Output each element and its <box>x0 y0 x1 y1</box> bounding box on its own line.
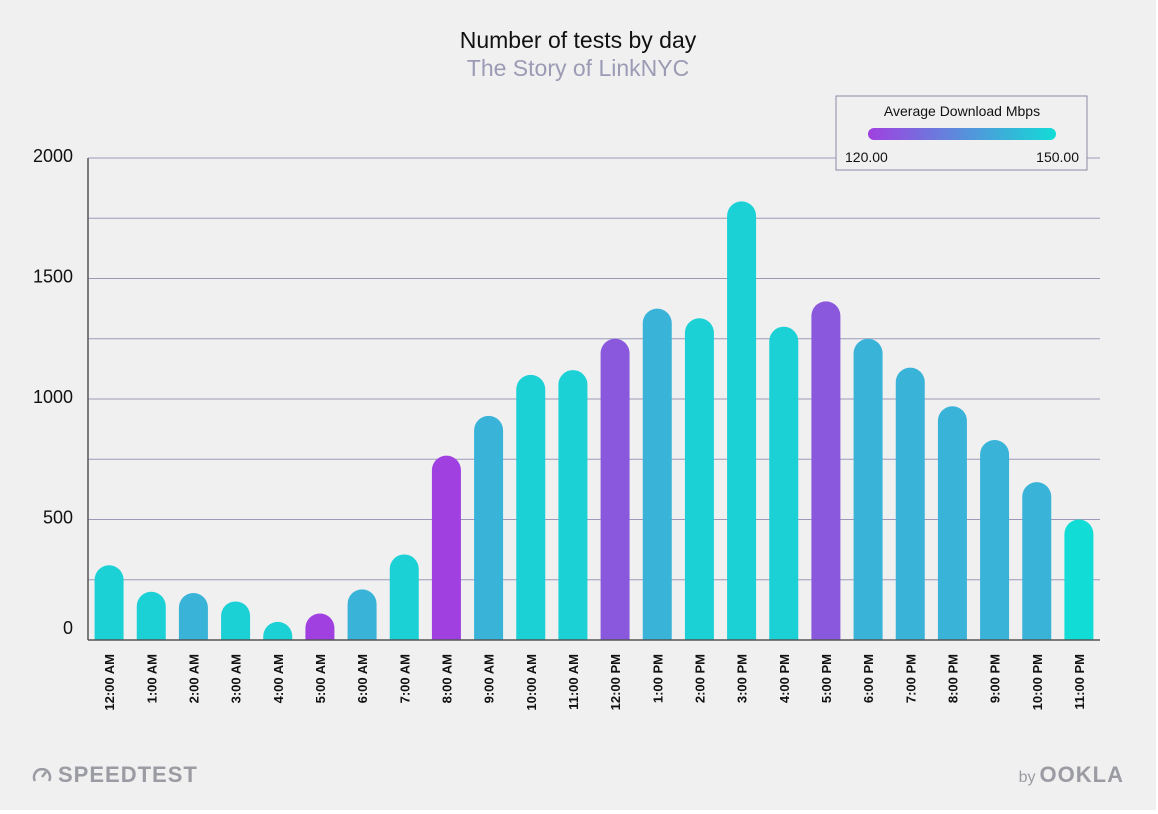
chart-title: Number of tests by day <box>460 27 697 53</box>
x-tick-label: 1:00 AM <box>144 654 159 703</box>
y-tick-label: 1500 <box>33 267 73 287</box>
gridlines <box>88 157 1100 581</box>
chart-subtitle: The Story of LinkNYC <box>467 55 689 81</box>
bar-7-00-am <box>389 554 419 640</box>
speedtest-logo-text: SPEEDTEST <box>58 762 198 787</box>
x-tick-label: 2:00 PM <box>692 654 707 703</box>
legend-gradient-bar <box>868 128 1056 140</box>
x-tick-label: 5:00 PM <box>819 654 834 703</box>
bar-8-00-am <box>431 455 461 640</box>
bar-10-00-am <box>516 374 546 640</box>
bar-7-00-pm <box>895 367 925 640</box>
bars <box>94 201 1094 640</box>
bar-10-00-pm <box>1022 482 1052 640</box>
bar-9-00-am <box>474 415 504 640</box>
x-tick-label: 1:00 PM <box>650 654 665 703</box>
x-tick-label: 6:00 PM <box>861 654 876 703</box>
bar-2-00-pm <box>684 318 714 640</box>
speedtest-logo: SPEEDTEST <box>32 762 198 788</box>
x-tick-label: 5:00 AM <box>313 654 328 703</box>
bar-8-00-pm <box>937 406 967 640</box>
x-tick-label: 12:00 AM <box>102 654 117 711</box>
bar-1-00-am <box>136 591 166 640</box>
ookla-logo-text: OOKLA <box>1039 762 1124 787</box>
bar-9-00-pm <box>980 439 1010 640</box>
bar-5-00-am <box>305 613 335 640</box>
x-tick-label: 3:00 AM <box>229 654 244 703</box>
bar-12-00-am <box>94 565 124 640</box>
x-tick-label: 9:00 PM <box>988 654 1003 703</box>
y-axis-ticks: 0 500 1000 1500 2000 <box>33 146 73 638</box>
bar-12-00-pm <box>600 338 630 640</box>
ookla-by-text: by <box>1018 769 1036 786</box>
x-tick-label: 7:00 PM <box>903 654 918 703</box>
x-tick-label: 8:00 PM <box>945 654 960 703</box>
x-tick-label: 8:00 AM <box>439 654 454 703</box>
bar-4-00-am <box>263 621 293 640</box>
bar-1-00-pm <box>642 308 672 640</box>
y-tick-label: 500 <box>43 508 73 528</box>
bar-3-00-pm <box>727 201 757 640</box>
bar-6-00-pm <box>853 338 883 640</box>
x-tick-label: 9:00 AM <box>482 654 497 703</box>
bar-4-00-pm <box>769 326 799 640</box>
speedometer-icon <box>32 767 52 782</box>
bar-2-00-am <box>178 593 208 640</box>
x-tick-label: 6:00 AM <box>355 654 370 703</box>
ookla-logo: by OOKLA <box>1019 762 1124 788</box>
bar-11-00-pm <box>1064 519 1094 640</box>
bar-6-00-am <box>347 589 377 640</box>
x-tick-label: 4:00 AM <box>271 654 286 703</box>
x-tick-label: 7:00 AM <box>397 654 412 703</box>
y-tick-label: 2000 <box>33 146 73 166</box>
y-tick-label: 1000 <box>33 387 73 407</box>
bar-3-00-am <box>221 601 251 640</box>
x-tick-label: 11:00 PM <box>1072 654 1087 710</box>
x-tick-label: 10:00 PM <box>1030 654 1045 710</box>
legend-max-label: 150.00 <box>1036 149 1079 165</box>
x-tick-label: 2:00 AM <box>186 654 201 703</box>
x-axis-ticks: 12:00 AM 1:00 AM 2:00 AM 3:00 AM 4:00 AM 5:00… <box>102 654 1087 711</box>
x-tick-label: 12:00 PM <box>608 654 623 710</box>
x-tick-label: 4:00 PM <box>777 654 792 703</box>
x-tick-label: 10:00 AM <box>524 654 539 711</box>
legend-min-label: 120.00 <box>845 149 888 165</box>
x-tick-label: 3:00 PM <box>735 654 750 703</box>
legend-title: Average Download Mbps <box>884 103 1040 119</box>
legend: Average Download Mbps 120.00 150.00 <box>835 95 1088 171</box>
bar-11-00-am <box>558 370 588 640</box>
y-tick-label: 0 <box>63 618 73 638</box>
x-tick-label: 11:00 AM <box>566 654 581 710</box>
bar-5-00-pm <box>811 301 841 640</box>
